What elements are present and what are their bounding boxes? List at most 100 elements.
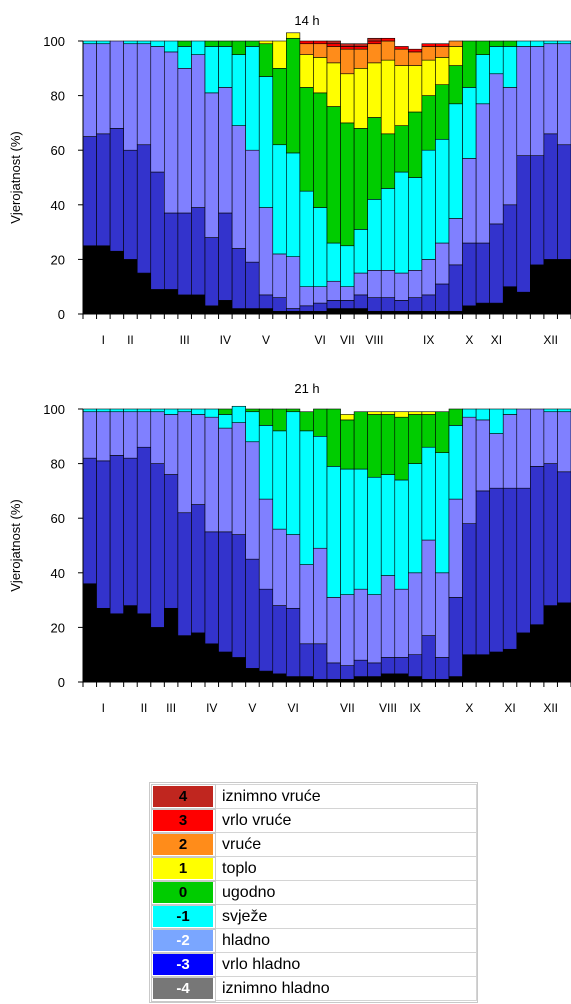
bar-segment--3: [177, 212, 192, 296]
bar-segment-2: [380, 40, 396, 61]
x-tick-label: V: [262, 333, 270, 347]
bar-segment--2: [502, 414, 518, 489]
bar-segment--4: [394, 673, 409, 683]
bar-segment-0: [380, 414, 396, 475]
bar-segment-0: [448, 408, 463, 426]
legend-swatch: -2: [150, 927, 216, 954]
bar-segment--3: [82, 457, 97, 585]
x-tick-label: III: [166, 701, 176, 715]
y-tick-label: 20: [51, 252, 65, 267]
bar-segment-3: [326, 43, 341, 47]
bar-segment--3: [435, 283, 450, 312]
bar-segment--4: [502, 286, 518, 315]
bar-segment--1: [231, 405, 246, 423]
bar-segment--2: [204, 92, 219, 238]
bar-segment--1: [204, 408, 219, 418]
bar-segment--1: [394, 479, 409, 590]
legend-swatch: -4: [150, 975, 216, 1002]
bar-segment--4: [150, 289, 165, 315]
bar-segment--1: [245, 411, 260, 443]
x-tick-label: I: [102, 333, 105, 347]
bar-segment--1: [123, 408, 138, 413]
bar-segment--3: [353, 294, 368, 309]
bar-segment--3: [123, 149, 138, 260]
bar-segment--4: [475, 302, 490, 315]
bar-segment--2: [177, 411, 192, 514]
bar-segment-0: [408, 414, 423, 464]
bar-segment--3: [231, 248, 246, 309]
bar-segment--4: [353, 308, 368, 315]
bar-segment-0: [448, 65, 463, 105]
bar-segment-1: [299, 54, 314, 88]
x-tick-label: VIII: [379, 701, 397, 715]
bar-segment--2: [272, 528, 287, 606]
bar-segment-0: [340, 122, 355, 247]
bar-segment--2: [543, 43, 558, 135]
bar-segment--3: [557, 471, 571, 604]
bar-segment--1: [380, 474, 396, 576]
bar-segment--2: [245, 149, 260, 263]
bar-segment-1: [380, 411, 396, 415]
bar-segment--3: [218, 531, 233, 653]
legend-row: 0 ugodno: [150, 879, 477, 906]
bar-segment--1: [164, 40, 179, 53]
bar-segment--2: [164, 51, 179, 214]
bar-segment--3: [109, 128, 124, 252]
bar-segment--3: [408, 297, 423, 312]
legend-row: -1 svježe: [150, 903, 477, 930]
bar-segment--3: [543, 463, 558, 606]
bar-segment--1: [489, 408, 504, 434]
bar-segment-2: [367, 43, 382, 64]
bar-segment--2: [299, 286, 314, 307]
bar-segment--1: [408, 177, 423, 271]
bar-segment--2: [353, 272, 368, 296]
bar-segment--4: [502, 648, 518, 683]
y-tick-label: 40: [51, 198, 65, 213]
bar-segment--2: [150, 411, 165, 464]
bar-segment--4: [530, 624, 545, 683]
bar-segment-0: [435, 84, 450, 140]
legend-swatch: 0: [150, 879, 216, 906]
bar-segment--4: [150, 627, 165, 683]
bar-segment--4: [516, 632, 531, 683]
bar-segment--1: [340, 245, 355, 288]
bar-segment--3: [272, 297, 287, 312]
bar-segment-1: [435, 57, 450, 85]
bar-segment-0: [258, 43, 274, 77]
bar-segment-0: [218, 408, 233, 415]
bar-segment-1: [258, 40, 274, 45]
bar-segment--1: [177, 408, 192, 413]
bar-segment--2: [475, 103, 490, 244]
bar-segment--3: [177, 512, 192, 636]
bar-segment--3: [299, 305, 314, 312]
bar-segment--1: [313, 207, 328, 287]
bar-segment--4: [543, 605, 558, 683]
bar-segment--2: [557, 411, 571, 473]
bar-segment--4: [557, 602, 571, 683]
bar-segment--3: [204, 237, 219, 307]
bar-segment--4: [543, 259, 558, 315]
legend-label: svježe: [214, 904, 477, 929]
legend-row: -4 iznimno hladno: [150, 975, 477, 1002]
bar-segment--2: [231, 125, 246, 249]
bar-segment--1: [258, 425, 274, 500]
x-tick-label: X: [465, 333, 473, 347]
bar-segment-0: [475, 40, 490, 55]
bar-segment--4: [191, 632, 206, 683]
bar-segment--1: [462, 87, 477, 159]
bar-segment--2: [394, 272, 409, 301]
bar-segment--3: [164, 212, 179, 290]
bar-segment--2: [408, 270, 423, 298]
bar-segment--2: [502, 87, 518, 206]
bar-segment--1: [326, 242, 341, 282]
bar-segment-4: [353, 43, 368, 47]
bar-segment-0: [218, 40, 233, 47]
x-tick-label: II: [141, 701, 148, 715]
bar-segment--2: [204, 416, 219, 533]
bar-segment-0: [245, 40, 260, 47]
bar-segment--4: [123, 259, 138, 315]
bar-segment-1: [421, 59, 436, 96]
bar-segment--2: [109, 411, 124, 456]
bar-segment--3: [489, 223, 504, 304]
bar-segment--3: [448, 264, 463, 312]
